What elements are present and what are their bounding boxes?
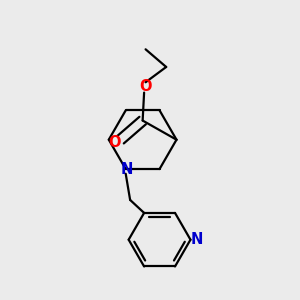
Text: O: O: [139, 79, 152, 94]
Text: O: O: [108, 134, 120, 149]
Text: N: N: [121, 161, 134, 176]
Text: N: N: [191, 232, 203, 247]
